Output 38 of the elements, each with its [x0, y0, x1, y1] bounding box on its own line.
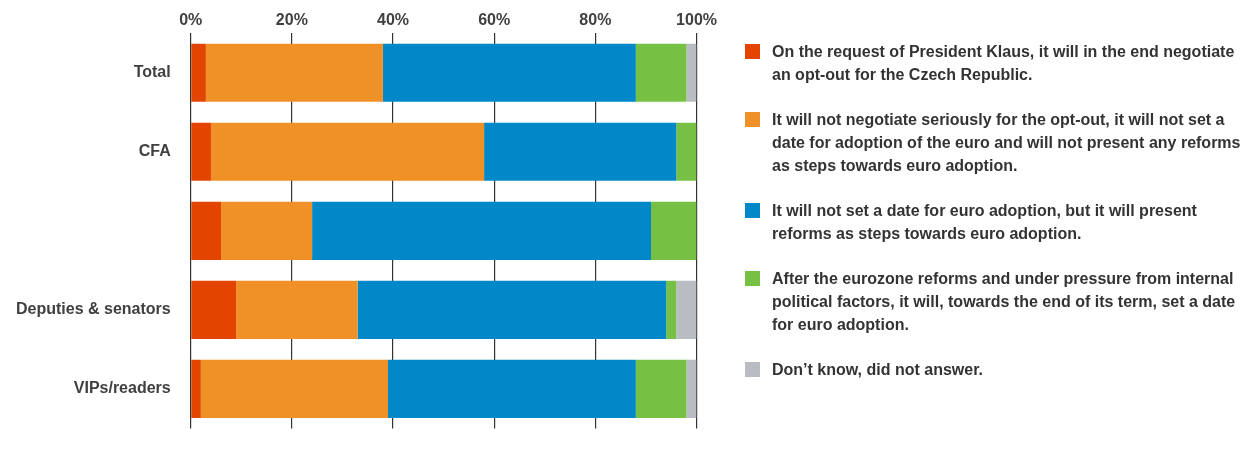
- bar: [191, 201, 222, 260]
- y-tick-label: Deputies & senators: [15, 300, 171, 318]
- legend-label: Don’t know, did not answer.: [772, 360, 983, 380]
- bar: [666, 280, 677, 339]
- bar: [651, 201, 697, 260]
- bar: [312, 201, 652, 260]
- bar: [236, 280, 358, 339]
- y-tick-label: CFA: [138, 142, 172, 160]
- bar: [191, 43, 206, 102]
- bar: [635, 43, 687, 102]
- bar: [191, 122, 211, 181]
- x-tick-label: 100%: [676, 11, 717, 29]
- bar: [686, 359, 697, 418]
- bar: [676, 280, 697, 339]
- legend-label: On the request of President Klaus, it will in the end negotiate an opt-out for the Czech Republic.: [772, 42, 1236, 85]
- bar: [357, 280, 667, 339]
- x-tick-label: 40%: [377, 11, 410, 29]
- bar: [387, 359, 636, 418]
- x-tick-label: 60%: [478, 11, 511, 29]
- bar: [200, 359, 388, 418]
- y-tick-label: VIPs/readers: [73, 379, 171, 397]
- legend-label: It will not negotiate seriously for the opt-out, it will not set a date for adoption of the euro and will not present any reforms as steps towards euro adoption.: [772, 110, 1242, 176]
- bar: [676, 122, 697, 181]
- bar: [484, 122, 677, 181]
- bar: [191, 280, 237, 339]
- y-tick-label: Total: [133, 63, 171, 81]
- x-tick-label: 20%: [275, 11, 308, 29]
- bar: [191, 359, 201, 418]
- legend-label: After the eurozone reforms and under pressure from internal political factors, it will, towards the end of its term, set a date for euro adoption.: [772, 269, 1237, 335]
- bar: [382, 43, 636, 102]
- bar: [210, 122, 485, 181]
- legend-label: It will not set a date for euro adoption, but it will present reforms as steps towards euro adoption.: [772, 201, 1198, 244]
- bar: [686, 43, 697, 102]
- bar: [205, 43, 383, 102]
- bar: [221, 201, 313, 260]
- x-tick-label: 80%: [579, 11, 612, 29]
- bar: [635, 359, 687, 418]
- x-tick-label: 0%: [179, 11, 203, 29]
